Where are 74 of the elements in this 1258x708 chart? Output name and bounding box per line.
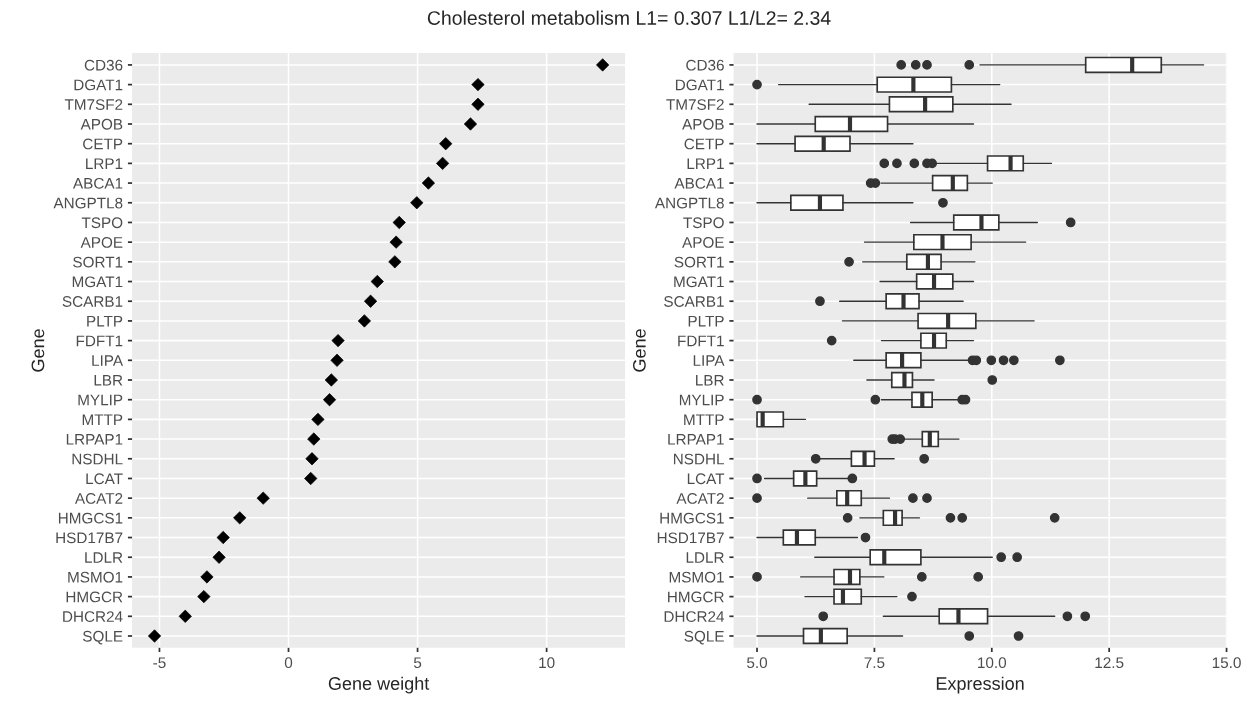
y-tick-label: ANGPTL8 [654,197,724,209]
y-tick-label: TSPO [81,217,123,229]
y-tick-label: LRPAP1 [66,434,123,445]
y-tick-label: HMGCS1 [58,512,123,524]
y-tick-label: DHCR24 [63,611,123,622]
y-axis-title: Gene [31,329,45,372]
y-tick-label: APOB [80,118,123,130]
x-tick-label: -5 [153,657,166,669]
y-tick-label: LCAT [687,473,725,485]
y-tick-label: DGAT1 [675,79,724,91]
y-tick-label: LIPA [92,355,124,366]
y-tick-label: NSDHL [673,453,725,465]
y-tick-label: ABCA1 [674,177,724,189]
y-tick-label: ACAT2 [74,493,123,504]
y-tick-label: SCARB1 [62,296,123,307]
y-tick-label: NSDHL [72,453,123,465]
y-tick-label: TSPO [683,217,724,229]
y-tick-label: LBR [94,375,123,386]
x-tick-label: 5.0 [747,657,768,669]
y-tick-label: MSMO1 [669,571,724,583]
y-tick-label: LDLR [686,552,724,563]
y-tick-label: SQLE [684,630,724,645]
y-tick-label: CD36 [686,59,724,71]
y-tick-label: DGAT1 [74,79,123,91]
y-tick-label: SORT1 [674,256,724,268]
y-tick-label: APOE [80,237,123,248]
y-tick-label: CETP [684,138,724,150]
y-tick-label: MSMO1 [68,571,123,583]
y-tick-label: ANGPTL8 [53,197,123,209]
y-tick-label: FDFT1 [678,335,724,347]
x-tick-label: 10 [539,657,555,669]
x-tick-label: 5 [413,657,422,669]
y-tick-label: LRPAP1 [668,434,724,445]
y-tick-label: LRP1 [86,158,123,169]
y-tick-label: HMGCS1 [660,512,724,524]
y-tick-label: HMGCR [668,591,724,603]
y-tick-label: LDLR [85,552,123,563]
y-tick-label: LIPA [693,355,725,366]
x-axis-title: Expression [936,676,1024,694]
y-tick-label: CD36 [84,59,123,71]
y-tick-label: PLTP [87,315,123,327]
y-tick-label: SQLE [83,630,123,645]
y-tick-label: APOB [682,118,724,130]
y-tick-label: APOE [682,237,724,248]
y-tick-label: FDFT1 [76,335,123,347]
y-tick-label: MGAT1 [674,276,724,288]
y-tick-label: LRP1 [687,158,724,169]
y-tick-label: ACAT2 [676,493,724,504]
y-tick-label: DHCR24 [664,611,725,622]
y-tick-label: LCAT [86,473,123,485]
y-tick-label: TM7SF2 [64,99,123,110]
y-tick-label: HSD17B7 [657,532,724,544]
y-tick-label: HSD17B7 [56,532,123,544]
x-tick-label: 15.0 [1212,657,1241,669]
x-tick-label: 7.5 [864,657,885,669]
y-tick-label: MYLIP [78,394,123,406]
y-tick-label: SCARB1 [664,296,724,307]
y-tick-label: TM7SF2 [666,99,724,110]
x-axis-title: Gene weight [328,676,430,694]
y-tick-label: ABCA1 [72,177,123,189]
y-tick-label: MYLIP [679,394,724,406]
y-tick-label: HMGCR [66,591,123,603]
y-tick-label: MTTP [684,414,724,425]
y-tick-label: PLTP [688,315,724,327]
y-tick-label: CETP [83,138,123,150]
x-tick-label: 10.0 [978,657,1007,669]
y-tick-label: MGAT1 [72,276,123,288]
x-tick-label: 0 [284,657,293,669]
y-tick-label: LBR [696,375,724,386]
chart-title: Cholesterol metabolism L1= 0.307 L1/L2= 2.34 [427,10,831,25]
x-tick-label: 12.5 [1095,657,1124,669]
y-tick-label: SORT1 [73,256,123,268]
y-tick-label: MTTP [82,414,123,425]
y-axis-title: Gene [632,329,646,372]
